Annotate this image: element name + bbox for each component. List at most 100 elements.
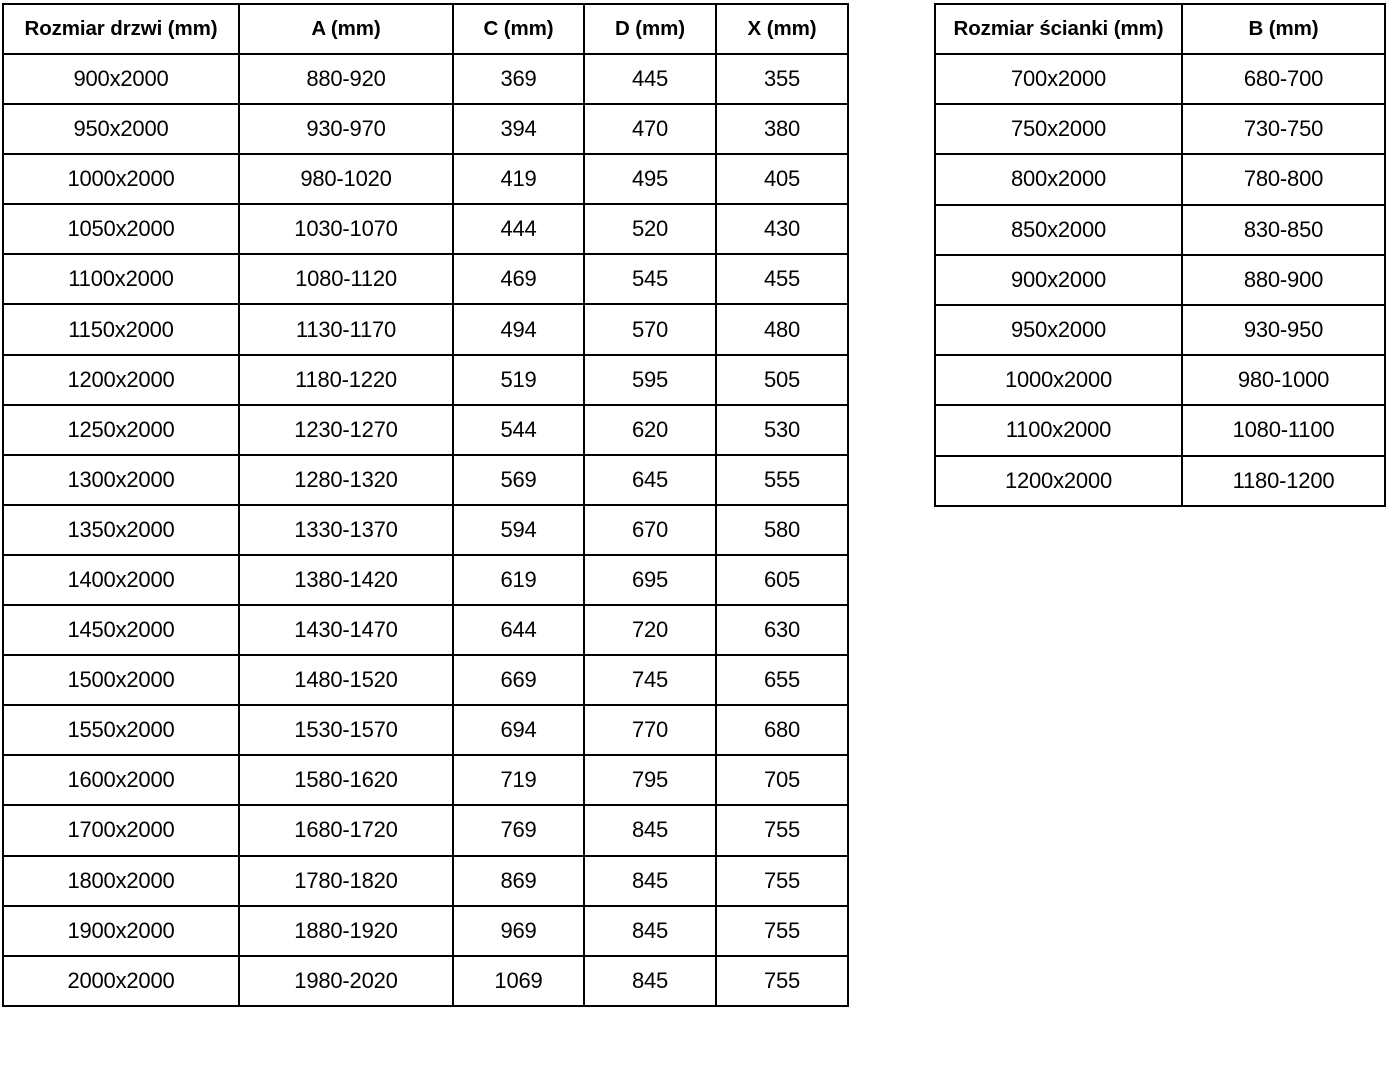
table-row: 1250x2000 1230-1270 544 620 530 bbox=[2, 403, 849, 456]
doors-cell-x: 405 bbox=[715, 153, 849, 206]
table-row: 950x2000 930-950 bbox=[934, 303, 1386, 357]
doors-cell-x: 480 bbox=[715, 303, 849, 356]
doors-cell-a: 1880-1920 bbox=[238, 904, 454, 957]
table-row: 900x2000 880-900 bbox=[934, 253, 1386, 306]
doors-column-header-d: D (mm) bbox=[583, 3, 717, 55]
doors-column-header-c: C (mm) bbox=[452, 3, 585, 55]
doors-cell-c: 569 bbox=[452, 453, 585, 506]
doors-cell-d: 520 bbox=[583, 203, 717, 256]
doors-cell-x: 755 bbox=[715, 854, 849, 907]
table-row: 1450x2000 1430-1470 644 720 630 bbox=[2, 604, 849, 657]
doors-cell-d: 445 bbox=[583, 52, 717, 106]
doors-cell-size: 1350x2000 bbox=[2, 503, 240, 556]
table-row: 1400x2000 1380-1420 619 695 605 bbox=[2, 553, 849, 607]
walls-cell-size: 1200x2000 bbox=[934, 454, 1183, 507]
table-row: 1050x2000 1030-1070 444 520 430 bbox=[2, 203, 849, 256]
doors-cell-size: 1300x2000 bbox=[2, 453, 240, 506]
doors-cell-d: 670 bbox=[583, 503, 717, 556]
doors-cell-size: 1000x2000 bbox=[2, 153, 240, 206]
doors-cell-d: 770 bbox=[583, 704, 717, 757]
doors-cell-d: 845 bbox=[583, 904, 717, 957]
doors-cell-size: 1800x2000 bbox=[2, 854, 240, 907]
table-row: 1150x2000 1130-1170 494 570 480 bbox=[2, 303, 849, 356]
doors-cell-size: 2000x2000 bbox=[2, 954, 240, 1007]
doors-cell-a: 880-920 bbox=[238, 52, 454, 106]
doors-cell-a: 1530-1570 bbox=[238, 704, 454, 757]
doors-cell-c: 369 bbox=[452, 52, 585, 106]
doors-column-header-x: X (mm) bbox=[715, 3, 849, 55]
doors-cell-x: 355 bbox=[715, 52, 849, 106]
doors-cell-a: 1230-1270 bbox=[238, 403, 454, 456]
walls-cell-size: 850x2000 bbox=[934, 203, 1183, 256]
doors-cell-size: 900x2000 bbox=[2, 52, 240, 106]
table-row: 700x2000 680-700 bbox=[934, 52, 1386, 106]
doors-cell-c: 544 bbox=[452, 403, 585, 456]
doors-cell-c: 394 bbox=[452, 103, 585, 156]
table-header-row: Rozmiar drzwi (mm) A (mm) C (mm) D (mm) X (m… bbox=[2, 3, 849, 55]
table-row: 1200x2000 1180-1220 519 595 505 bbox=[2, 353, 849, 406]
doors-cell-d: 845 bbox=[583, 854, 717, 907]
doors-cell-c: 519 bbox=[452, 353, 585, 406]
doors-cell-d: 795 bbox=[583, 754, 717, 807]
wall-table-header: Rozmiar ścianki (mm) B (mm) bbox=[934, 3, 1386, 55]
table-row: 1100x2000 1080-1120 469 545 455 bbox=[2, 253, 849, 306]
table-row: 1550x2000 1530-1570 694 770 680 bbox=[2, 704, 849, 757]
doors-cell-x: 755 bbox=[715, 804, 849, 857]
doors-cell-c: 444 bbox=[452, 203, 585, 256]
table-header-row: Rozmiar ścianki (mm) B (mm) bbox=[934, 3, 1386, 55]
doors-cell-a: 1430-1470 bbox=[238, 604, 454, 657]
doors-cell-x: 380 bbox=[715, 103, 849, 156]
table-row: 1300x2000 1280-1320 569 645 555 bbox=[2, 453, 849, 506]
doors-cell-size: 1050x2000 bbox=[2, 203, 240, 256]
walls-column-header-size: Rozmiar ścianki (mm) bbox=[934, 3, 1183, 55]
doors-cell-a: 1380-1420 bbox=[238, 553, 454, 607]
doors-cell-a: 1080-1120 bbox=[238, 253, 454, 306]
doors-cell-size: 1600x2000 bbox=[2, 754, 240, 807]
door-size-table: Rozmiar drzwi (mm) A (mm) C (mm) D (mm) X (m… bbox=[2, 3, 849, 1007]
walls-cell-size: 1000x2000 bbox=[934, 354, 1183, 407]
doors-cell-c: 969 bbox=[452, 904, 585, 957]
table-row: 1100x2000 1080-1100 bbox=[934, 404, 1386, 457]
table-row: 1000x2000 980-1020 419 495 405 bbox=[2, 153, 849, 206]
walls-cell-b: 930-950 bbox=[1181, 303, 1386, 357]
doors-cell-x: 755 bbox=[715, 904, 849, 957]
doors-cell-d: 545 bbox=[583, 253, 717, 306]
table-row: 1000x2000 980-1000 bbox=[934, 354, 1386, 407]
doors-cell-c: 619 bbox=[452, 553, 585, 607]
walls-cell-b: 830-850 bbox=[1181, 203, 1386, 256]
walls-cell-b: 730-750 bbox=[1181, 103, 1386, 156]
table-row: 900x2000 880-920 369 445 355 bbox=[2, 52, 849, 106]
walls-cell-size: 900x2000 bbox=[934, 253, 1183, 306]
table-row: 1200x2000 1180-1200 bbox=[934, 454, 1386, 507]
doors-cell-size: 1100x2000 bbox=[2, 253, 240, 306]
doors-cell-c: 494 bbox=[452, 303, 585, 356]
doors-cell-d: 570 bbox=[583, 303, 717, 356]
doors-cell-c: 769 bbox=[452, 804, 585, 857]
doors-cell-x: 505 bbox=[715, 353, 849, 406]
walls-cell-size: 700x2000 bbox=[934, 52, 1183, 106]
doors-cell-size: 1150x2000 bbox=[2, 303, 240, 356]
doors-cell-size: 1700x2000 bbox=[2, 804, 240, 857]
doors-cell-d: 620 bbox=[583, 403, 717, 456]
walls-cell-b: 1080-1100 bbox=[1181, 404, 1386, 457]
doors-column-header-size: Rozmiar drzwi (mm) bbox=[2, 3, 240, 55]
doors-cell-x: 655 bbox=[715, 654, 849, 707]
doors-cell-size: 1200x2000 bbox=[2, 353, 240, 406]
doors-column-header-a: A (mm) bbox=[238, 3, 454, 55]
doors-cell-c: 469 bbox=[452, 253, 585, 306]
doors-cell-x: 555 bbox=[715, 453, 849, 506]
doors-cell-a: 1130-1170 bbox=[238, 303, 454, 356]
walls-cell-b: 780-800 bbox=[1181, 153, 1386, 206]
doors-cell-c: 419 bbox=[452, 153, 585, 206]
walls-cell-b: 1180-1200 bbox=[1181, 454, 1386, 507]
doors-cell-d: 720 bbox=[583, 604, 717, 657]
doors-cell-d: 645 bbox=[583, 453, 717, 506]
doors-cell-x: 755 bbox=[715, 954, 849, 1007]
doors-cell-c: 1069 bbox=[452, 954, 585, 1007]
doors-cell-x: 455 bbox=[715, 253, 849, 306]
doors-cell-a: 1580-1620 bbox=[238, 754, 454, 807]
doors-cell-a: 1280-1320 bbox=[238, 453, 454, 506]
doors-cell-d: 745 bbox=[583, 654, 717, 707]
doors-cell-a: 1680-1720 bbox=[238, 804, 454, 857]
